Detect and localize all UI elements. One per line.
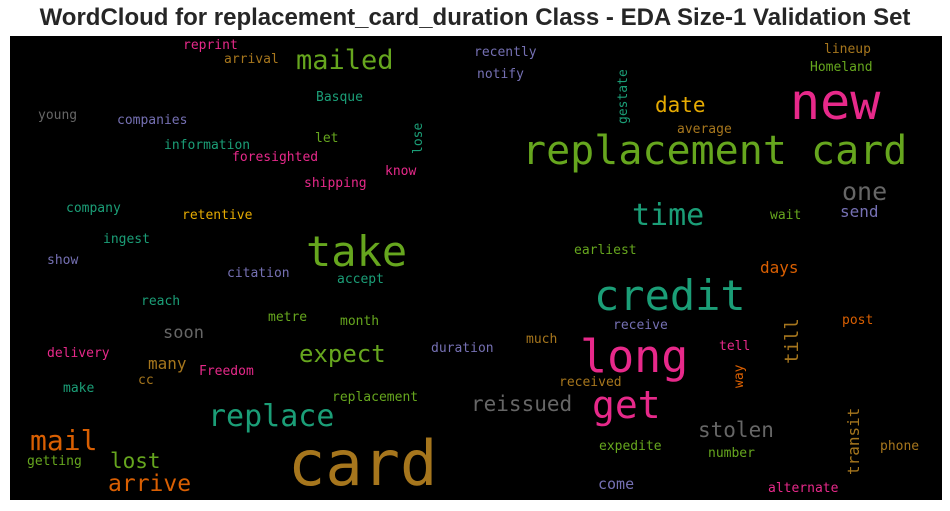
wordcloud-word: ingest [103,232,150,247]
wordcloud-word: show [47,253,79,268]
wordcloud-word: accept [337,272,384,287]
wordcloud-word: many [148,354,187,373]
wordcloud-word: received [559,375,622,390]
wordcloud-word: gestate [616,69,631,124]
wordcloud-word: receive [613,318,668,333]
wordcloud-word: arrival [224,52,279,67]
wordcloud-word: information [164,138,251,153]
wordcloud-word: Homeland [810,60,873,75]
wordcloud-word: retentive [182,208,253,223]
wordcloud-word: expect [299,340,386,368]
wordcloud-word: soon [163,323,204,343]
wordcloud-word: expedite [599,439,662,454]
wordcloud-word: let [315,131,339,146]
wordcloud-word: month [340,314,380,329]
wordcloud-word: much [526,332,558,347]
wordcloud-word: lost [110,449,161,473]
wordcloud-word: reissued [471,392,573,416]
wordcloud-word: reach [141,294,181,309]
wordcloud-word: arrive [108,471,192,497]
wordcloud-word: send [840,202,879,221]
wordcloud-word: Basque [316,90,363,105]
wordcloud-word: long [580,330,689,383]
wordcloud-word: foresighted [232,150,319,165]
wordcloud-word: alternate [768,481,839,496]
wordcloud-word: know [385,164,417,179]
wordcloud-word: lineup [824,42,871,57]
wordcloud-word: one [842,177,888,206]
wordcloud-word: recently [474,45,537,60]
wordcloud-word: replace [208,399,335,434]
wordcloud-word: make [63,381,95,396]
wordcloud-word: young [38,108,78,123]
wordcloud-word: Freedom [199,364,254,379]
wordcloud-word: post [842,313,874,328]
wordcloud-word: shipping [304,176,367,191]
wordcloud-word: lose [411,122,426,154]
wordcloud-word: companies [117,113,188,128]
wordcloud-word: mail [30,424,98,457]
wordcloud-word: citation [227,266,290,281]
wordcloud-word: get [592,383,661,427]
wordcloud-word: delivery [47,346,110,361]
wordcloud-word: credit [594,271,746,320]
wordcloud-word: number [708,446,755,461]
wordcloud-word: replacement [332,390,419,405]
wordcloud-word: wait [770,208,802,223]
wordcloud-word: notify [477,67,524,82]
wordcloud-word: company [66,201,121,216]
wordcloud-word: average [677,122,732,137]
wordcloud-word: come [598,475,635,493]
wordcloud-word: cc [138,373,154,388]
wordcloud-word: phone [880,439,920,454]
wordcloud-word: days [760,258,799,277]
wordcloud-word: tell [719,339,751,354]
wordcloud-word: take [306,227,408,276]
wordcloud-word: way [732,364,747,388]
wordcloud-word: mailed [296,45,394,76]
wordcloud-word: getting [27,454,82,469]
wordcloud-word: transit [844,407,863,475]
wordcloud-word: duration [431,341,494,356]
wordcloud-word: till [781,318,803,364]
chart-title: WordCloud for replacement_card_duration … [39,4,911,31]
wordcloud-word: metre [268,310,308,325]
wordcloud-word: earliest [574,243,637,258]
wordcloud-word: reprint [183,38,238,53]
wordcloud-word: card [288,427,438,500]
wordcloud-word: date [655,93,706,117]
wordcloud-word: replacement card [522,128,908,174]
wordcloud-word: time [632,198,705,233]
wordcloud-word: new [790,73,881,131]
wordcloud-word: stolen [698,418,774,442]
wordcloud-canvas: card new replacement card credit long take get… [10,36,942,500]
